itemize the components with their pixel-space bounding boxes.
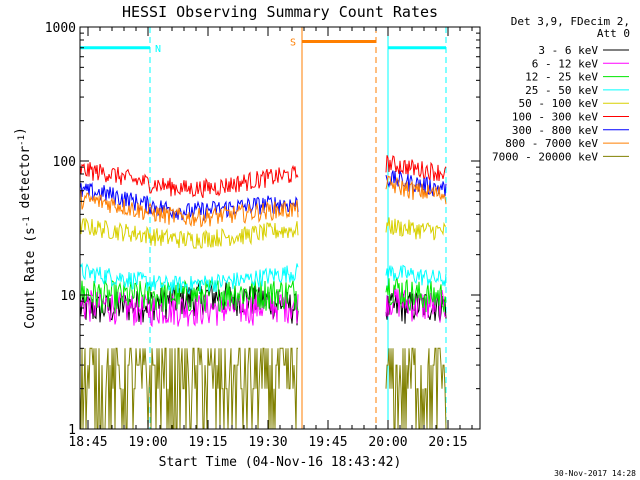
y-axis-label-superscript: -1 xyxy=(17,135,27,146)
x-tick-label: 19:15 xyxy=(188,435,227,450)
legend-entry-label: 3 - 6 keV xyxy=(538,44,598,57)
legend-entry-label: 300 - 800 keV xyxy=(512,124,598,137)
tick-layer: 1 10 100 1000 18:45 19:00 19:15 19:30 19:45 20:00… xyxy=(45,21,480,450)
y-axis-label-part: detector xyxy=(18,146,33,217)
legend-entry-label: 6 - 12 keV xyxy=(532,57,599,70)
series-line-25-50-keV xyxy=(79,262,299,295)
series-line-800-7000-keV xyxy=(79,189,299,228)
x-tick-label: 19:00 xyxy=(128,435,167,450)
x-axis-label: Start Time (04-Nov-16 18:43:42) xyxy=(159,455,402,470)
y-axis-label-part: ) xyxy=(13,127,28,135)
footer-timestamp: 30-Nov-2017 14:28 xyxy=(554,469,636,478)
series-line-12-25-keV xyxy=(385,277,447,313)
y-tick-label: 10 xyxy=(60,289,76,304)
y-tick-label: 1000 xyxy=(45,21,76,36)
series-line-6-12-keV xyxy=(79,290,299,328)
series-line-800-7000-keV xyxy=(385,175,447,205)
legend-entry-label: 7000 - 20000 keV xyxy=(492,150,598,163)
legend-entry-label: 12 - 25 keV xyxy=(525,71,598,84)
chart-title: HESSI Observing Summary Count Rates xyxy=(122,3,438,21)
legend-entry-label: 25 - 50 keV xyxy=(525,84,598,97)
series-line-300-800-keV xyxy=(79,182,299,222)
saa-label: S xyxy=(290,37,296,48)
series-line-100-300-keV xyxy=(385,155,447,182)
night-label: N xyxy=(155,44,161,55)
y-axis-label-part: Count Rate (s xyxy=(23,227,38,329)
x-tick-label: 19:30 xyxy=(248,435,287,450)
y-axis-label: Count Rate (s-1 detector-1) xyxy=(13,127,38,329)
series-layer xyxy=(79,155,447,430)
series-line-25-50-keV xyxy=(385,264,447,287)
legend-header-line-2: Att 0 xyxy=(597,27,630,40)
series-line-50-100-keV xyxy=(79,217,299,249)
legend-header-line-1: Det 3,9, FDecim 2, xyxy=(511,15,630,28)
x-tick-label: 19:45 xyxy=(308,435,347,450)
legend-entry-label: 800 - 7000 keV xyxy=(505,137,598,150)
y-axis-label-superscript: -1 xyxy=(22,216,32,227)
y-tick-label: 100 xyxy=(53,155,76,170)
series-line-7000-20000-keV xyxy=(79,347,298,430)
x-tick-label: 20:15 xyxy=(428,435,467,450)
legend-entry-label: 100 - 300 keV xyxy=(512,111,598,124)
series-line-12-25-keV xyxy=(79,278,299,314)
y-tick-label: 1 xyxy=(68,423,76,438)
x-tick-label: 20:00 xyxy=(368,435,407,450)
annotation-layer: NS xyxy=(80,27,447,429)
series-line-50-100-keV xyxy=(385,217,447,241)
x-tick-label: 18:45 xyxy=(68,435,107,450)
legend-entry-label: 50 - 100 keV xyxy=(519,97,599,110)
series-line-100-300-keV xyxy=(79,162,299,199)
